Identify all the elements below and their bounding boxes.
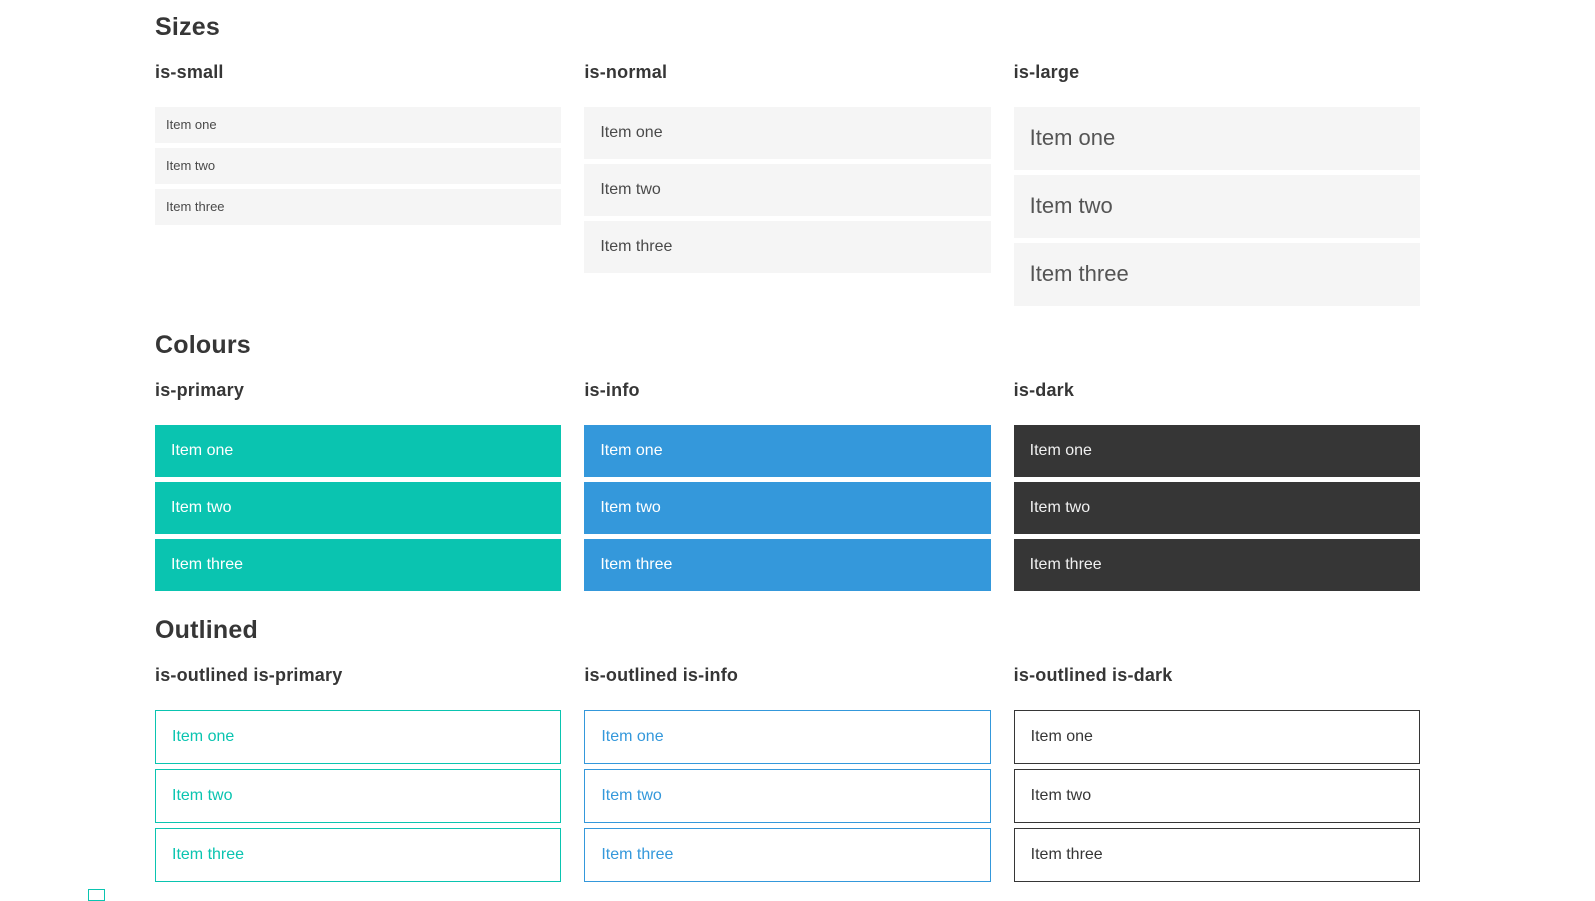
list-small: Item one Item two Item three bbox=[155, 106, 562, 225]
list-item[interactable]: Item three bbox=[584, 538, 991, 591]
colours-examples-row: is-primary Item one Item two Item three … bbox=[155, 380, 1420, 591]
example-is-info: is-info Item one Item two Item three bbox=[584, 380, 991, 591]
section-title-colours: Colours bbox=[155, 330, 251, 359]
list-item[interactable]: Item one bbox=[155, 106, 562, 143]
example-label-outlined-primary: is-outlined is-primary bbox=[155, 665, 343, 686]
list-item[interactable]: Item two bbox=[584, 481, 991, 534]
list-item[interactable]: Item one bbox=[584, 424, 991, 477]
component-docs-page: Sizes is-small Item one Item two Item th… bbox=[155, 14, 1420, 882]
example-label-is-primary: is-primary bbox=[155, 380, 245, 401]
section-sizes: Sizes is-small Item one Item two Item th… bbox=[155, 14, 1420, 306]
example-label-is-small: is-small bbox=[155, 62, 224, 83]
list-item[interactable]: Item two bbox=[1013, 768, 1420, 823]
example-label-outlined-dark: is-outlined is-dark bbox=[1013, 665, 1173, 686]
list-item[interactable]: Item one bbox=[155, 424, 562, 477]
list-item[interactable]: Item three bbox=[155, 538, 562, 591]
list-item[interactable]: Item two bbox=[155, 481, 562, 534]
example-is-primary: is-primary Item one Item two Item three bbox=[155, 380, 562, 591]
list-item[interactable]: Item one bbox=[584, 709, 991, 764]
list-info: Item one Item two Item three bbox=[584, 424, 991, 591]
example-label-is-normal: is-normal bbox=[584, 62, 668, 83]
list-item[interactable]: Item two bbox=[584, 768, 991, 823]
list-outlined-dark: Item one Item two Item three bbox=[1013, 709, 1420, 882]
section-colours: Colours is-primary Item one Item two Ite… bbox=[155, 332, 1420, 591]
list-outlined-info: Item one Item two Item three bbox=[584, 709, 991, 882]
example-is-dark: is-dark Item one Item two Item three bbox=[1013, 380, 1420, 591]
example-is-large: is-large Item one Item two Item three bbox=[1013, 62, 1420, 306]
list-item[interactable]: Item three bbox=[584, 827, 991, 882]
list-item[interactable]: Item three bbox=[1013, 827, 1420, 882]
example-outlined-dark: is-outlined is-dark Item one Item two It… bbox=[1013, 665, 1420, 882]
example-is-small: is-small Item one Item two Item three bbox=[155, 62, 562, 306]
list-item[interactable]: Item two bbox=[155, 147, 562, 184]
section-title-outlined: Outlined bbox=[155, 615, 258, 644]
list-item[interactable]: Item one bbox=[155, 709, 562, 764]
list-item[interactable]: Item one bbox=[584, 106, 991, 159]
list-item[interactable]: Item three bbox=[584, 220, 991, 273]
example-outlined-primary: is-outlined is-primary Item one Item two… bbox=[155, 665, 562, 882]
list-dark: Item one Item two Item three bbox=[1013, 424, 1420, 591]
example-label-outlined-info: is-outlined is-info bbox=[584, 665, 739, 686]
sizes-examples-row: is-small Item one Item two Item three is… bbox=[155, 62, 1420, 306]
list-item[interactable]: Item two bbox=[584, 163, 991, 216]
list-item[interactable]: Item three bbox=[155, 188, 562, 225]
list-item[interactable]: Item three bbox=[1013, 242, 1420, 306]
example-is-normal: is-normal Item one Item two Item three bbox=[584, 62, 991, 306]
cutoff-outlined-fragment bbox=[88, 889, 105, 901]
list-item[interactable]: Item two bbox=[1013, 174, 1420, 238]
list-large: Item one Item two Item three bbox=[1013, 106, 1420, 306]
list-primary: Item one Item two Item three bbox=[155, 424, 562, 591]
list-item[interactable]: Item one bbox=[1013, 106, 1420, 170]
outlined-examples-row: is-outlined is-primary Item one Item two… bbox=[155, 665, 1420, 882]
list-item[interactable]: Item three bbox=[155, 827, 562, 882]
list-item[interactable]: Item one bbox=[1013, 709, 1420, 764]
example-label-is-large: is-large bbox=[1013, 62, 1080, 83]
section-outlined: Outlined is-outlined is-primary Item one… bbox=[155, 617, 1420, 882]
list-outlined-primary: Item one Item two Item three bbox=[155, 709, 562, 882]
example-label-is-dark: is-dark bbox=[1013, 380, 1075, 401]
list-item[interactable]: Item three bbox=[1013, 538, 1420, 591]
list-item[interactable]: Item two bbox=[155, 768, 562, 823]
example-outlined-info: is-outlined is-info Item one Item two It… bbox=[584, 665, 991, 882]
list-normal: Item one Item two Item three bbox=[584, 106, 991, 273]
section-title-sizes: Sizes bbox=[155, 13, 220, 41]
list-item[interactable]: Item one bbox=[1013, 424, 1420, 477]
example-label-is-info: is-info bbox=[584, 380, 640, 401]
list-item[interactable]: Item two bbox=[1013, 481, 1420, 534]
